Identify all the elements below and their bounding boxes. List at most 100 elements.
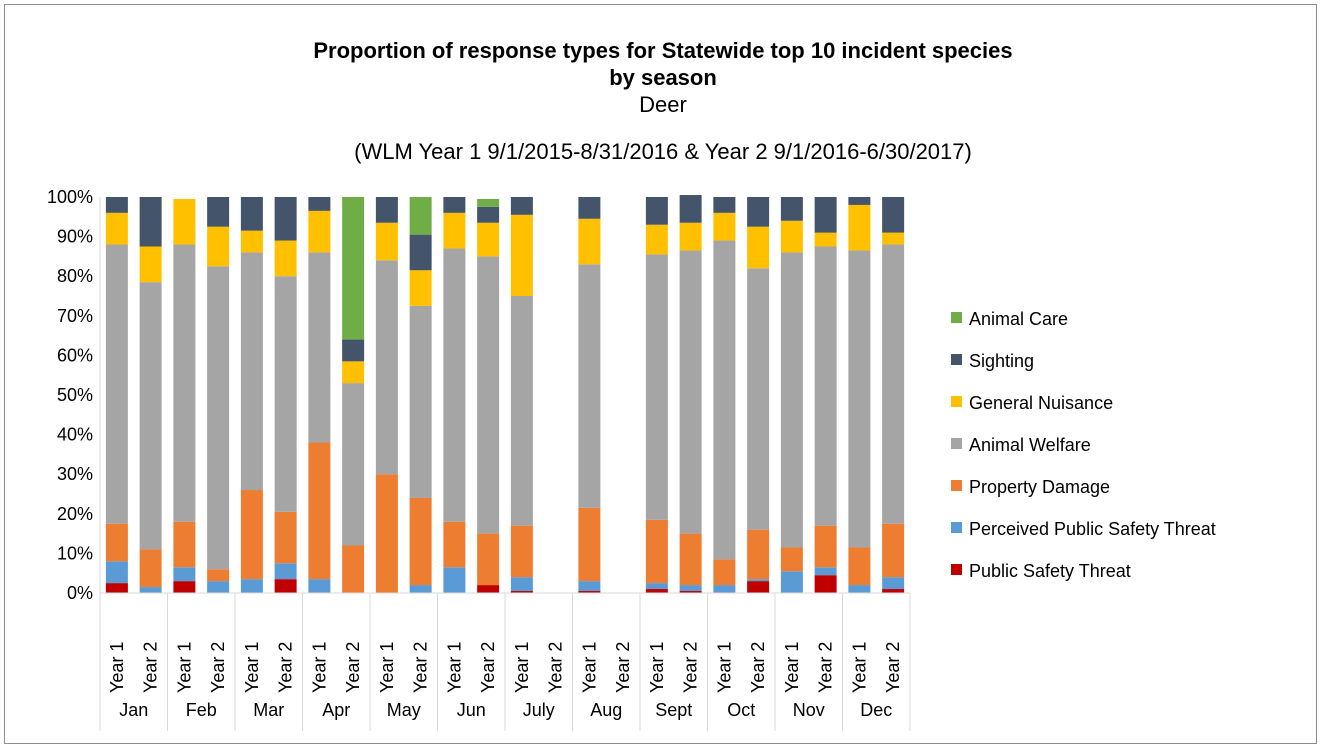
- bar-segment: [274, 579, 297, 593]
- x-tick-label-year: Year 2: [478, 642, 498, 693]
- bar-segment: [882, 197, 905, 233]
- bar-segment: [342, 545, 365, 593]
- x-tick-label-year: Year 2: [681, 642, 701, 693]
- y-tick-label: 70%: [57, 306, 93, 326]
- bar-segment: [882, 577, 905, 590]
- bar-segment: [477, 222, 500, 257]
- bar-segment: [578, 264, 601, 508]
- bar-segment: [308, 442, 331, 580]
- bar-segment: [375, 222, 398, 261]
- bar-segment: [578, 581, 601, 592]
- bar-segment: [814, 575, 837, 593]
- bar-segment: [240, 579, 263, 593]
- bar-segment: [375, 474, 398, 593]
- x-tick-label-year: Year 1: [579, 642, 599, 693]
- y-tick-label: 60%: [57, 345, 93, 365]
- x-tick-label-month: Mar: [253, 700, 284, 720]
- bar-segment: [308, 252, 331, 443]
- x-tick-label-year: Year 1: [377, 642, 397, 693]
- y-tick-label: 50%: [57, 385, 93, 405]
- x-tick-label-year: Year 1: [444, 642, 464, 693]
- bar-segment: [105, 583, 128, 593]
- bar-segment: [342, 361, 365, 384]
- bar-segment: [814, 197, 837, 233]
- x-tick-label-month: Dec: [860, 700, 892, 720]
- bar-segment: [207, 581, 230, 593]
- bar-segment: [409, 305, 432, 498]
- bar-segment: [409, 270, 432, 306]
- bar-segment: [173, 521, 196, 568]
- bar-segment: [139, 282, 162, 550]
- bar-segment: [510, 197, 533, 215]
- bar-segment: [139, 549, 162, 588]
- bar-segment: [173, 567, 196, 582]
- bar-segment: [105, 197, 128, 213]
- chart-frame: Proportion of response types for Statewi…: [4, 4, 1317, 744]
- bar-segment: [477, 256, 500, 534]
- bar-segment: [578, 218, 601, 265]
- y-tick-label: 20%: [57, 504, 93, 524]
- bar-segment: [679, 533, 702, 586]
- bar-segment: [645, 589, 668, 593]
- bar-segment: [848, 547, 871, 586]
- x-tick-label-year: Year 2: [748, 642, 768, 693]
- bar-segment: [510, 577, 533, 592]
- x-tick-label-month: May: [387, 700, 421, 720]
- chart-subtitle-dates: (WLM Year 1 9/1/2015-8/31/2016 & Year 2 …: [354, 139, 972, 164]
- bar-segment: [139, 587, 162, 593]
- x-tick-label-year: Year 1: [714, 642, 734, 693]
- y-tick-label: 40%: [57, 425, 93, 445]
- legend-swatch: [951, 564, 962, 575]
- bar-segment: [882, 589, 905, 593]
- bar-segment: [477, 533, 500, 586]
- bar-segment: [443, 197, 466, 213]
- bar-segment: [510, 214, 533, 296]
- bar-segment: [139, 197, 162, 247]
- bar-segment: [645, 583, 668, 590]
- bar-segment: [207, 266, 230, 570]
- bar-segment: [105, 244, 128, 524]
- x-tick-label-month: Nov: [793, 700, 825, 720]
- bar-segment: [848, 197, 871, 205]
- chart-subtitle: Deer: [639, 92, 687, 117]
- bar-segment: [274, 240, 297, 277]
- x-tick-label-month: Jan: [119, 700, 148, 720]
- legend-swatch: [951, 438, 962, 449]
- x-tick-label-month: Aug: [590, 700, 622, 720]
- bar-segment: [477, 198, 500, 207]
- bar-segment: [240, 230, 263, 253]
- bar-segment: [713, 585, 736, 593]
- bar-segment: [443, 567, 466, 593]
- bar-segment: [409, 234, 432, 271]
- bar-segment: [409, 197, 432, 235]
- bar-segment: [645, 519, 668, 584]
- bars: [105, 195, 905, 593]
- bar-segment: [814, 525, 837, 568]
- bar-segment: [477, 585, 500, 593]
- x-tick-label-year: Year 1: [174, 642, 194, 693]
- y-tick-label: 30%: [57, 464, 93, 484]
- bar-segment: [848, 204, 871, 251]
- bar-segment: [274, 563, 297, 580]
- bar-segment: [308, 197, 331, 211]
- x-tick-label-year: Year 2: [141, 642, 161, 693]
- bar-segment: [443, 521, 466, 568]
- bar-segment: [409, 497, 432, 586]
- x-tick-label-month: Oct: [727, 700, 755, 720]
- bar-segment: [747, 579, 770, 582]
- bar-segment: [645, 197, 668, 225]
- chart-svg: Proportion of response types for Statewi…: [47, 38, 1216, 731]
- bar-segment: [207, 226, 230, 267]
- chart-title-line1: Proportion of response types for Statewi…: [313, 38, 1012, 63]
- x-tick-label-year: Year 2: [883, 642, 903, 693]
- bar-segment: [578, 591, 601, 593]
- legend-label: Perceived Public Safety Threat: [969, 519, 1216, 539]
- legend: Animal Care Sighting General Nuisance Anima…: [951, 309, 1216, 581]
- bar-segment: [342, 197, 365, 340]
- bar-segment: [477, 206, 500, 223]
- bar-segment: [882, 232, 905, 245]
- bar-segment: [240, 197, 263, 231]
- y-tick-label: 100%: [47, 187, 93, 207]
- bar-segment: [645, 224, 668, 255]
- x-tick-label-year: Year 1: [647, 642, 667, 693]
